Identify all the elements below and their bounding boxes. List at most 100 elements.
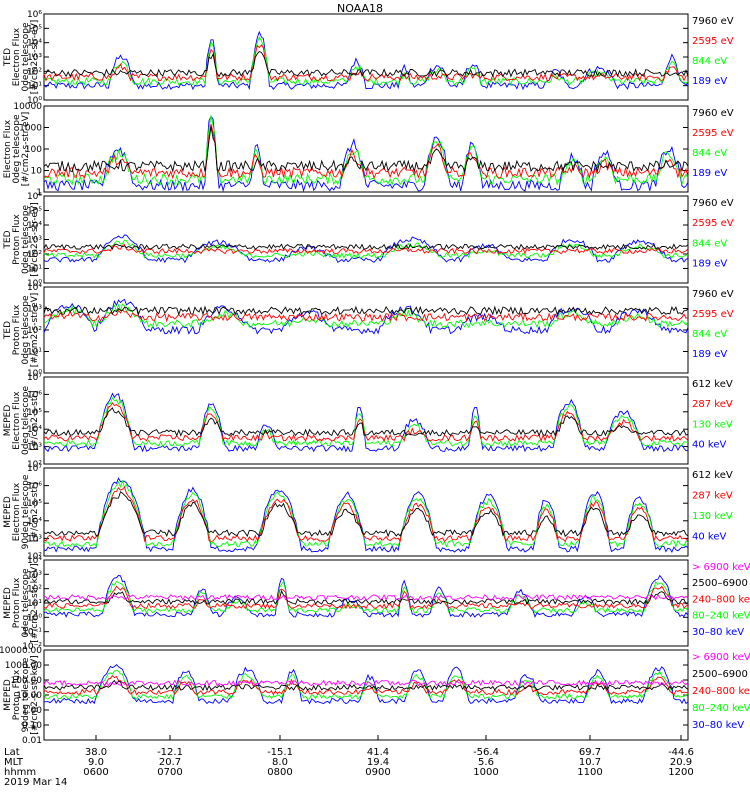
y-tick-label: 10³	[27, 443, 42, 453]
legend-entry: 287 keV	[692, 490, 733, 501]
y-axis-label: 0deg telescope	[21, 205, 31, 275]
legend-entry: 2500–6900	[692, 578, 748, 589]
y-tick-label: 100	[25, 145, 42, 155]
legend-entry: 2595 eV	[692, 128, 734, 139]
x-tick-label: 0900	[365, 767, 390, 778]
series-trace	[43, 36, 689, 87]
legend-entry: 130 keV	[692, 419, 733, 430]
legend-entry: 7960 eV	[692, 16, 734, 27]
y-tick-label: 10⁻²	[22, 642, 42, 652]
legend-entry: 189 eV	[692, 349, 727, 360]
x-tick-label: 41.4	[367, 747, 389, 758]
series-trace	[43, 491, 689, 538]
legend-entry: 189 eV	[692, 259, 727, 270]
y-tick-label: 10⁰	[27, 96, 42, 106]
series-trace	[43, 123, 689, 180]
y-tick-label: 10⁴	[27, 221, 42, 231]
legend-entry: 40 keV	[692, 531, 726, 542]
axis-row-label-mlt: MLT	[4, 757, 24, 768]
y-axis-label: Proton Flux	[12, 214, 22, 265]
series-trace	[43, 244, 689, 255]
y-axis-label: Proton Flux	[12, 669, 22, 720]
y-axis-label: 0deg telescope	[21, 568, 31, 638]
y-tick-label: 10⁶	[27, 390, 42, 400]
y-tick-label: 10	[31, 167, 43, 177]
x-tick-label: 69.7	[579, 747, 601, 758]
legend-entry: > 6900 keV	[692, 562, 750, 573]
y-axis-label: [#/cm2-s-str-eV]	[21, 112, 31, 187]
panel-7: 10⁻² 10⁻¹ 10⁰ 10¹ 10² 10³ 10⁴ MEPED Proton Flux 0…	[3, 556, 750, 652]
y-axis-label: Proton Flux	[12, 304, 22, 355]
y-axis-label: Electron Flux	[12, 482, 22, 541]
series-trace	[43, 303, 689, 329]
series-trace	[43, 115, 689, 186]
x-tick-label: 1100	[577, 767, 602, 778]
legend-entry: 287 keV	[692, 399, 733, 410]
series-trace	[43, 50, 689, 78]
x-tick-label: -15.1	[267, 747, 293, 758]
series-trace	[43, 234, 689, 264]
panel-frame	[43, 286, 689, 374]
legend-entry: 189 eV	[692, 168, 727, 179]
y-tick-label: 10²	[27, 585, 42, 595]
legend-entry: 189 eV	[692, 76, 727, 87]
y-tick-label: 10¹	[27, 82, 42, 92]
panel-frame	[43, 13, 689, 101]
y-tick-label: 10⁵	[27, 499, 42, 509]
x-tick-label: 5.6	[478, 757, 494, 768]
y-axis-label: Electron Flux	[3, 119, 13, 178]
legend-entry: 612 keV	[692, 379, 733, 390]
legend-entry: 7960 eV	[692, 108, 734, 119]
x-tick-label: 10.7	[579, 757, 601, 768]
x-tick-label: 0800	[267, 767, 292, 778]
y-axis-label: TED	[3, 321, 13, 340]
y-tick-label: 10⁵	[27, 207, 42, 217]
series-trace	[43, 305, 689, 316]
y-tick-label: 10²	[27, 552, 42, 562]
legend-entry: 612 keV	[692, 470, 733, 481]
y-tick-label: 100.00	[11, 676, 43, 686]
legend-entry: 40 keV	[692, 440, 726, 451]
y-tick-label: 10⁴	[27, 39, 42, 49]
x-tick-label: 38.0	[85, 747, 107, 758]
legend-entry: 130 keV	[692, 511, 733, 522]
y-tick-label: 10³	[27, 236, 42, 246]
series-trace	[43, 243, 689, 251]
x-tick-label: 0600	[83, 767, 108, 778]
legend-entry: 2595 eV	[692, 36, 734, 47]
legend-entry: 30–80 keV	[692, 720, 744, 731]
x-tick-label: 20.9	[670, 757, 692, 768]
y-tick-label: 10³	[27, 570, 42, 580]
panel-1: 10⁰ 10¹ 10² 10³ 10⁴ 10⁵ 10⁶ TED Electron Flux 0de…	[3, 10, 734, 106]
y-tick-label: 10⁶	[27, 10, 42, 20]
legend-entry: > 6900 keV	[692, 652, 750, 663]
legend-entry: 240–800 keV	[692, 686, 750, 697]
chart-title: NOAA18	[337, 2, 383, 15]
y-tick-label: 10⁰	[27, 369, 42, 379]
legend-entry: 2500–6900	[692, 669, 748, 680]
y-axis-label: 90deg telescope	[21, 657, 31, 732]
axis-row-label-lat: Lat	[4, 747, 20, 758]
series-trace	[43, 486, 689, 543]
y-tick-label: 1	[36, 188, 42, 198]
series-trace	[43, 44, 689, 82]
legend-entry: 844 eV	[692, 56, 727, 67]
y-tick-label: 10⁴	[27, 556, 42, 566]
y-tick-label: 10²	[27, 460, 42, 470]
x-tick-label: 9.0	[88, 757, 104, 768]
y-axis-label: [#/cm2-s-str]	[30, 482, 40, 542]
series-trace	[43, 675, 689, 696]
y-tick-label: 10²	[27, 67, 42, 77]
panel-5: 10² 10³ 10⁴ 10⁵ 10⁶ 10⁷ MEPED Electron Flux 0deg…	[3, 373, 733, 470]
y-axis-label: [#/cm2-s-str-eV]	[30, 293, 40, 368]
legend-entry: 844 eV	[692, 148, 727, 159]
panel-frame	[43, 376, 689, 465]
series-trace	[43, 663, 689, 705]
x-tick-label: 1200	[668, 767, 693, 778]
y-axis-label: MEPED	[3, 405, 13, 437]
y-axis-label: [#/cm2-s-str-eV]	[30, 20, 40, 95]
legend-entry: 844 eV	[692, 329, 727, 340]
y-tick-label: 10⁻¹	[22, 628, 42, 638]
